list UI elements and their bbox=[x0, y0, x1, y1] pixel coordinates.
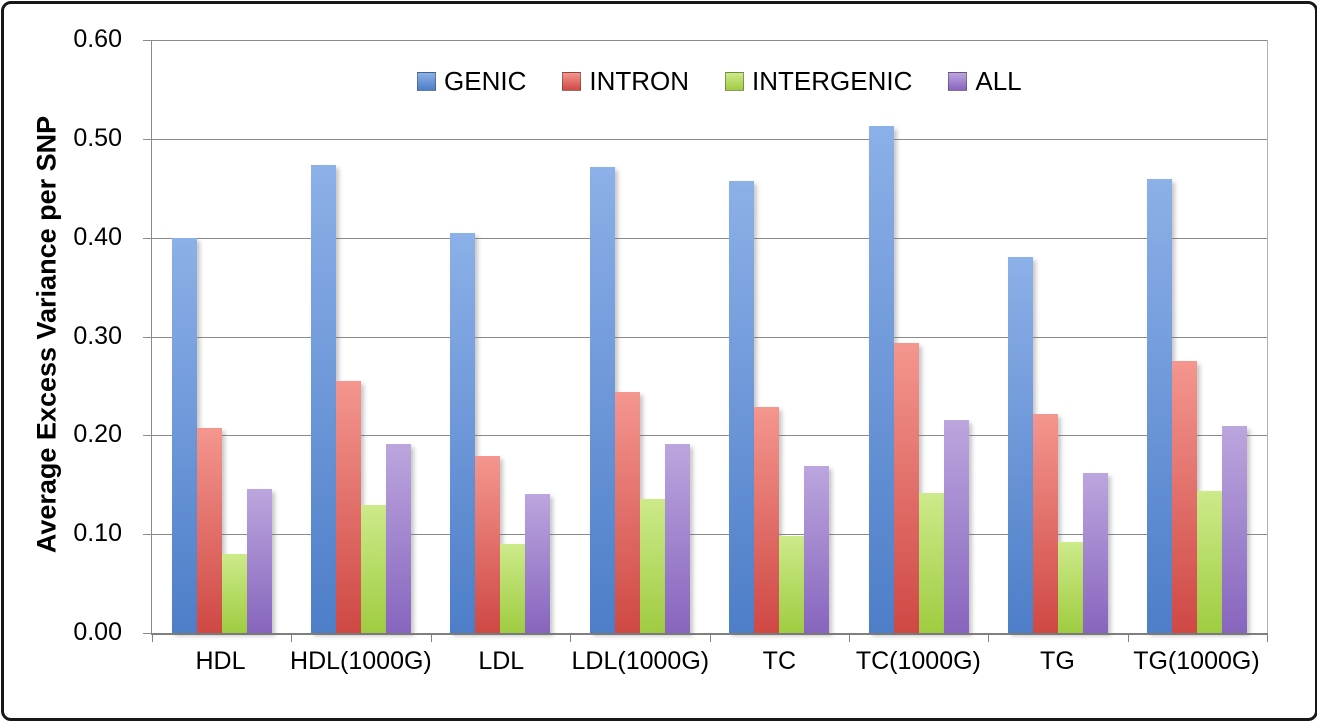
bar-genic bbox=[589, 166, 615, 633]
bar-genic bbox=[729, 181, 755, 633]
y-tick-label: 0.40 bbox=[73, 222, 122, 251]
y-tick-mark bbox=[143, 633, 151, 634]
bar-group-ldl-1000g- bbox=[570, 40, 709, 633]
bar-intron bbox=[1032, 413, 1058, 633]
bar-all bbox=[246, 488, 272, 633]
x-tick-mark bbox=[152, 633, 153, 642]
x-axis-label: LDL bbox=[478, 647, 525, 675]
bar-intergenic bbox=[221, 553, 247, 633]
y-tick-mark bbox=[143, 336, 151, 338]
plot-area bbox=[151, 40, 1268, 642]
y-tick-label: 0.20 bbox=[73, 420, 122, 449]
y-tick-mark bbox=[143, 435, 151, 437]
bar-intergenic bbox=[639, 498, 665, 633]
legend-item-intergenic: INTERGENIC bbox=[725, 66, 912, 97]
bar-genic bbox=[1147, 179, 1173, 633]
y-tick-mark bbox=[143, 138, 151, 140]
bar-group-hdl bbox=[152, 40, 291, 633]
bar-all bbox=[1222, 425, 1248, 633]
x-tick-mark bbox=[291, 633, 293, 642]
bar-intron bbox=[475, 456, 501, 633]
y-tick-mark bbox=[143, 237, 151, 239]
bar-all bbox=[525, 493, 551, 633]
bar-all bbox=[386, 444, 412, 633]
legend-item-all: ALL bbox=[948, 66, 1022, 97]
bar-all bbox=[804, 466, 830, 633]
bar-intergenic bbox=[1197, 490, 1223, 633]
x-axis-label: HDL(1000G) bbox=[290, 647, 432, 675]
x-tick-mark bbox=[709, 633, 711, 642]
bar-group-tg bbox=[988, 40, 1127, 633]
x-axis-label: HDL bbox=[195, 647, 246, 675]
y-tick-label: 0.00 bbox=[73, 618, 122, 646]
bar-intergenic bbox=[918, 492, 944, 633]
x-axis-label: TC bbox=[762, 647, 796, 675]
bar-group-tc bbox=[710, 40, 849, 633]
bar-intergenic bbox=[500, 544, 526, 633]
legend-label: INTRON bbox=[589, 66, 690, 96]
x-tick-mark bbox=[988, 633, 990, 642]
legend: GENIC INTRON INTERGENIC ALL bbox=[417, 66, 1022, 97]
bar-intron bbox=[754, 406, 780, 633]
gridline bbox=[152, 435, 1267, 437]
x-tick-mark bbox=[848, 633, 850, 642]
legend-item-intron: INTRON bbox=[562, 66, 689, 97]
x-tick-mark bbox=[570, 633, 572, 642]
bar-intron bbox=[893, 343, 919, 633]
bar-group-hdl-1000g- bbox=[291, 40, 430, 633]
legend-swatch-intron bbox=[562, 72, 582, 91]
bar-all bbox=[943, 419, 969, 633]
bar-intron bbox=[336, 381, 362, 633]
x-tick-mark bbox=[1127, 633, 1129, 642]
bar-intron bbox=[614, 391, 640, 633]
x-axis-label: TC(1000G) bbox=[855, 647, 981, 675]
gridline bbox=[152, 534, 1267, 536]
legend-swatch-intergenic bbox=[725, 72, 745, 91]
y-tick-mark bbox=[143, 534, 151, 536]
legend-label: ALL bbox=[975, 66, 1022, 96]
bar-groups bbox=[152, 40, 1267, 633]
bar-intron bbox=[1172, 361, 1198, 633]
legend-label: INTERGENIC bbox=[752, 66, 913, 96]
bar-genic bbox=[1007, 257, 1033, 633]
y-tick-label: 0.60 bbox=[73, 25, 122, 53]
legend-item-genic: GENIC bbox=[417, 66, 526, 97]
legend-swatch-genic bbox=[417, 72, 436, 91]
y-tick-label: 0.50 bbox=[73, 123, 122, 152]
x-axis-label: LDL(1000G) bbox=[571, 647, 710, 675]
x-tick-mark bbox=[1267, 633, 1268, 642]
bar-genic bbox=[868, 126, 894, 633]
bar-intron bbox=[196, 428, 222, 633]
bar-group-tg-1000g- bbox=[1128, 40, 1267, 633]
gridline bbox=[152, 336, 1267, 338]
x-axis-labels: HDL HDL(1000G) LDL LDL(1000G) TC TC(1000G) TG T… bbox=[151, 647, 1266, 676]
x-axis-label: TG bbox=[1040, 647, 1075, 675]
bar-genic bbox=[450, 232, 476, 633]
bar-group-ldl bbox=[431, 40, 570, 633]
bar-genic bbox=[171, 237, 197, 633]
y-tick-label: 0.10 bbox=[73, 519, 122, 548]
gridline bbox=[152, 138, 1267, 140]
legend-label: GENIC bbox=[444, 66, 527, 96]
bar-all bbox=[1082, 472, 1108, 633]
y-tick-mark bbox=[143, 40, 151, 41]
x-axis-label: TG(1000G) bbox=[1133, 647, 1260, 675]
bar-group-tc-1000g- bbox=[849, 40, 988, 633]
gridline bbox=[152, 40, 1267, 41]
bar-intergenic bbox=[361, 504, 387, 633]
bar-genic bbox=[311, 164, 337, 633]
bar-intergenic bbox=[1057, 542, 1083, 633]
x-tick-mark bbox=[430, 633, 432, 642]
gridline bbox=[152, 237, 1267, 239]
bar-all bbox=[664, 444, 690, 633]
bar-intergenic bbox=[779, 536, 805, 633]
legend-swatch-all bbox=[948, 72, 968, 91]
y-tick-label: 0.30 bbox=[73, 321, 122, 350]
